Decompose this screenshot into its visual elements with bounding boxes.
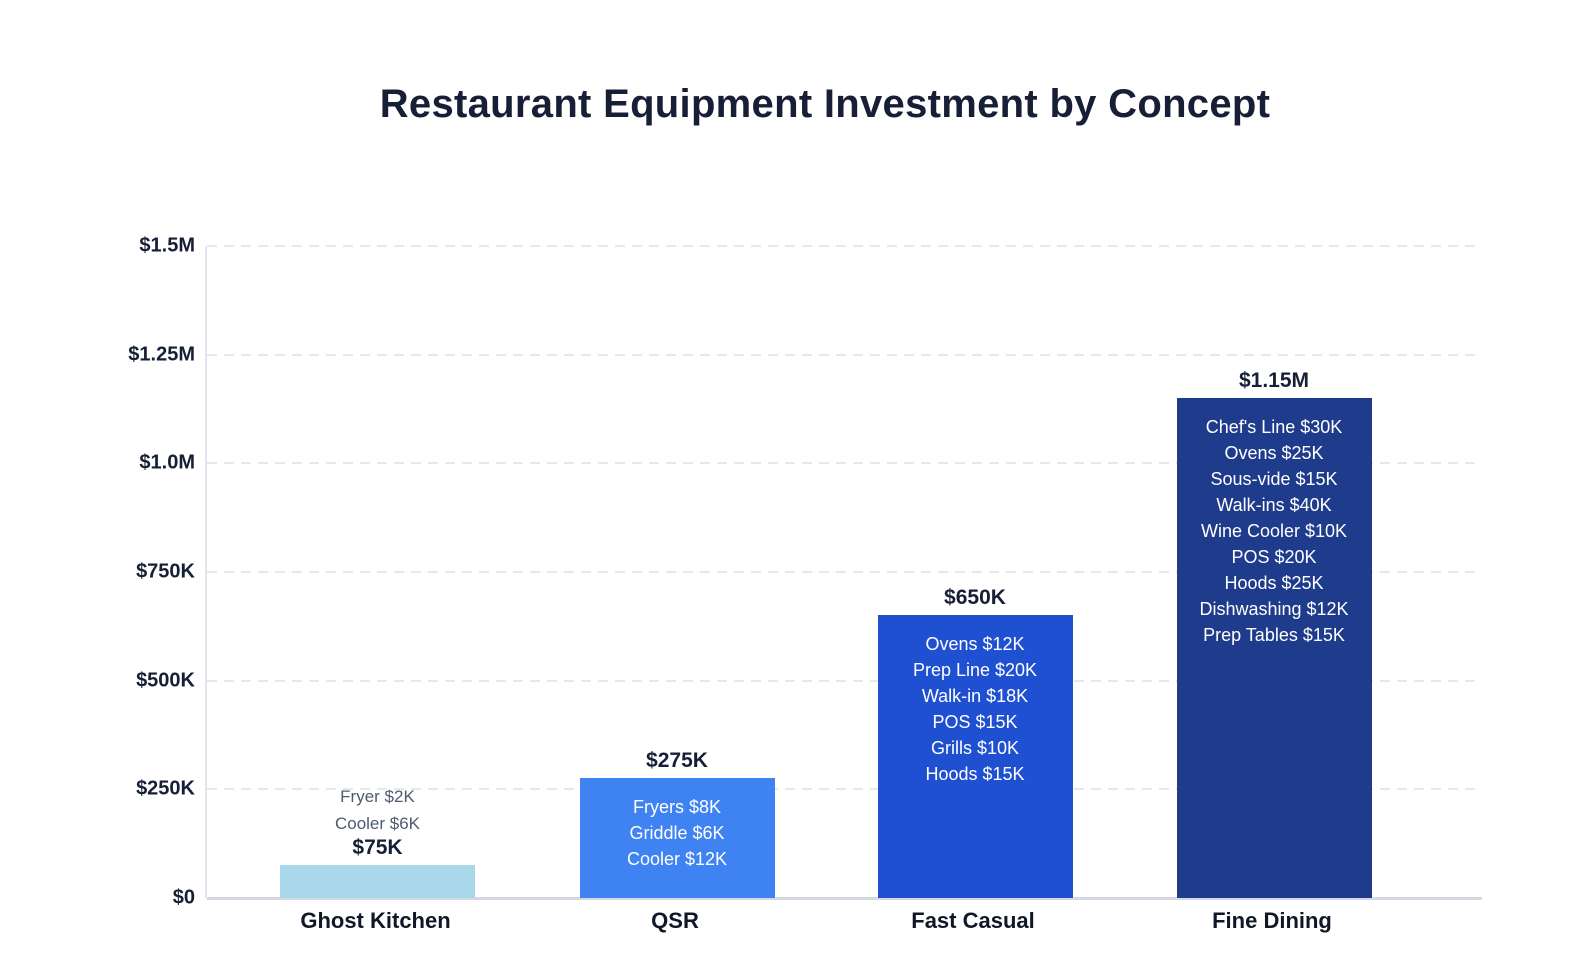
bar-ghost-kitchen[interactable]: Fryer $2K Cooler $6K $75K [280,787,475,898]
x-axis-label-ghost-kitchen: Ghost Kitchen [300,908,451,933]
equipment-item-label: Grills $10K [930,738,1020,758]
equipment-item-label: POS $15K [932,712,1018,732]
bar-fast-casual[interactable]: $650K Ovens $12K Prep Line $20K Walk-in $18… [877,587,1073,898]
equipment-item-label: Walk-ins $40K [1216,495,1332,515]
gridline--1-5m [207,245,1482,247]
equipment-item-label: Prep Line $20K [912,660,1038,680]
bar-equipment-list: Fryers $8K Griddle $6K Cooler $12K [580,794,775,872]
bar-total-value-label: $275K [646,749,708,772]
gridline--750k [207,571,1482,573]
equipment-item-label: Cooler $6K [334,814,421,833]
x-axis-label-fast-casual: Fast Casual [911,908,1035,933]
plot-area: $0 $250K $500K $750K $1.0M $1.25M $1.5M Fryer $… [128,235,1482,909]
bar-qsr[interactable]: $275K Fryers $8K Griddle $6K Cooler $12K [579,750,775,898]
y-tick-label: $750K [136,560,195,583]
x-axis-line [207,897,1482,900]
bar-annotation-stack: $275K [646,750,708,778]
equipment-item-label: Prep Tables $15K [1203,625,1345,645]
bar-total-value-label: $650K [944,586,1006,609]
gridline--500k [207,679,1482,682]
equipment-item-label: Walk-in $18K [921,686,1029,706]
x-axis-label-fine-dining: Fine Dining [1212,908,1332,933]
y-tick-label: $250K [136,777,195,800]
equipment-item-label: Ovens $12K [925,634,1025,654]
bar-annotation-stack: $650K [944,587,1006,615]
equipment-item-label: Chef's Line $30K [1205,417,1343,437]
chart-title: Restaurant Equipment Investment by Conce… [379,82,1271,126]
bar-equipment-list: Ovens $12K Prep Line $20K Walk-in $18K POS … [878,631,1073,787]
equipment-item-label: Wine Cooler $10K [1200,521,1348,541]
equipment-item-label: Hoods $25K [1224,573,1324,593]
equipment-item-label: Fryer $2K [340,787,415,806]
y-tick-label: $1.5M [139,234,195,257]
bar-annotation-stack: $1.15M [1239,370,1309,398]
gridline--1-25m [207,353,1482,356]
y-tick-label: $1.25M [128,343,195,366]
equipment-item-label: Fryers $8K [632,797,722,817]
bar-equipment-list: Chef's Line $30K Ovens $25K Sous-vide $15K… [1177,414,1372,648]
equipment-item-label: Sous-vide $15K [1210,469,1338,489]
bar-annotation-stack: Fryer $2K Cooler $6K $75K [335,783,420,865]
gridline--1-0m [207,462,1482,465]
equipment-item-label: Ovens $25K [1224,443,1324,463]
equipment-item-label: POS $20K [1231,547,1317,567]
equipment-item-label: Hoods $15K [925,764,1025,784]
equipment-item-label: Griddle $6K [629,823,725,843]
bar-total-value-label: $1.15M [1238,369,1310,392]
x-axis-label-qsr: QSR [651,908,699,933]
y-tick-label: $0 [172,886,195,909]
y-tick-label: $500K [136,669,195,692]
equipment-item-label: Cooler $12K [626,849,728,869]
bar-fine-dining[interactable]: $1.15M Chef's Line $30K Ovens $25K Sous-vid… [1176,370,1372,898]
bar-total-value-label: $75K [352,836,403,859]
gridline--250k [207,788,1482,791]
y-tick-label: $1.0M [139,451,195,474]
equipment-item-label: Dishwashing $12K [1199,599,1349,619]
